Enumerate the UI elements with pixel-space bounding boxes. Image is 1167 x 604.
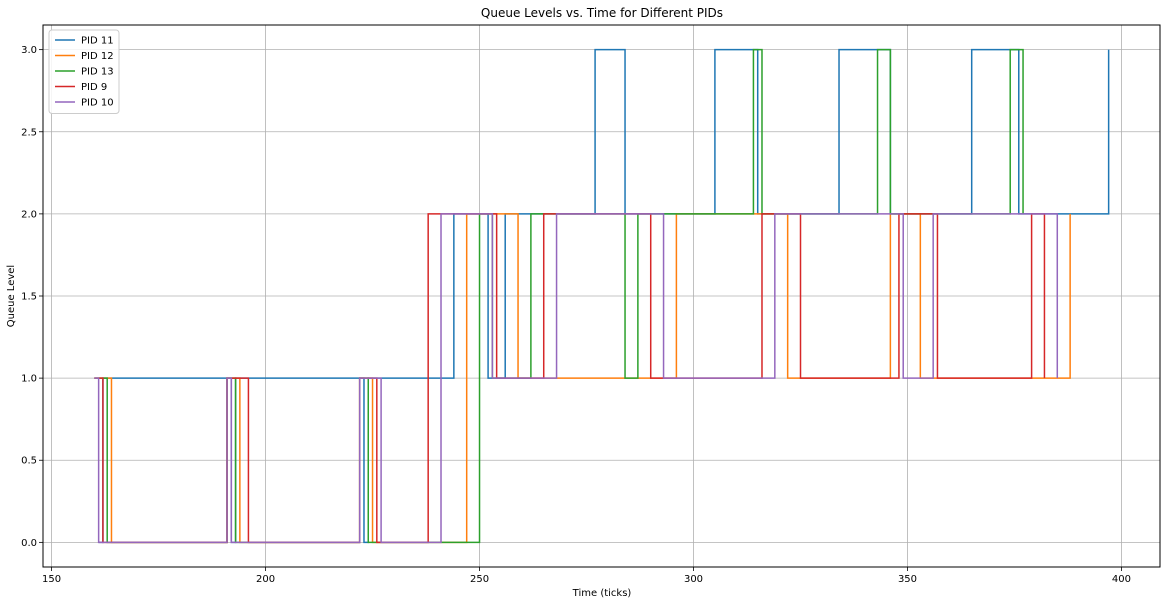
x-tick-label: 250 [470, 574, 489, 585]
x-tick-label: 150 [42, 574, 61, 585]
grid [43, 25, 1160, 567]
y-tick-label: 2.5 [21, 127, 37, 138]
chart-title: Queue Levels vs. Time for Different PIDs [481, 6, 723, 20]
y-tick-label: 0.0 [21, 538, 37, 549]
y-axis-label: Queue Level [6, 265, 17, 327]
series-line-pid-13 [94, 48, 1024, 544]
legend-label: PID 11 [81, 36, 114, 47]
x-tick-label: 200 [256, 574, 275, 585]
y-tick-label: 0.5 [21, 456, 37, 467]
y-tick-label: 1.5 [21, 292, 37, 303]
legend-label: PID 9 [81, 82, 107, 93]
y-tick-label: 2.0 [21, 209, 37, 220]
x-tick-label: 350 [898, 574, 917, 585]
legend-box [48, 29, 120, 114]
legend-label: PID 13 [81, 67, 114, 78]
axis-ticks: 150 200 250 300 350 400 0.0 0.5 1.0 1.5 2.0 2.5 3.0 [21, 45, 1131, 585]
legend: PID 11 PID 12 PID 13 PID 9 PID 10 [48, 29, 120, 114]
x-tick-label: 400 [1112, 574, 1131, 585]
series-line-pid-10 [94, 213, 1059, 544]
series-layer [94, 48, 1110, 544]
legend-label: PID 10 [81, 98, 114, 109]
y-tick-label: 1.0 [21, 374, 37, 385]
y-tick-label: 3.0 [21, 45, 37, 56]
x-tick-label: 300 [684, 574, 703, 585]
legend-label: PID 12 [81, 51, 114, 62]
x-axis-label: Time (ticks) [572, 588, 632, 599]
